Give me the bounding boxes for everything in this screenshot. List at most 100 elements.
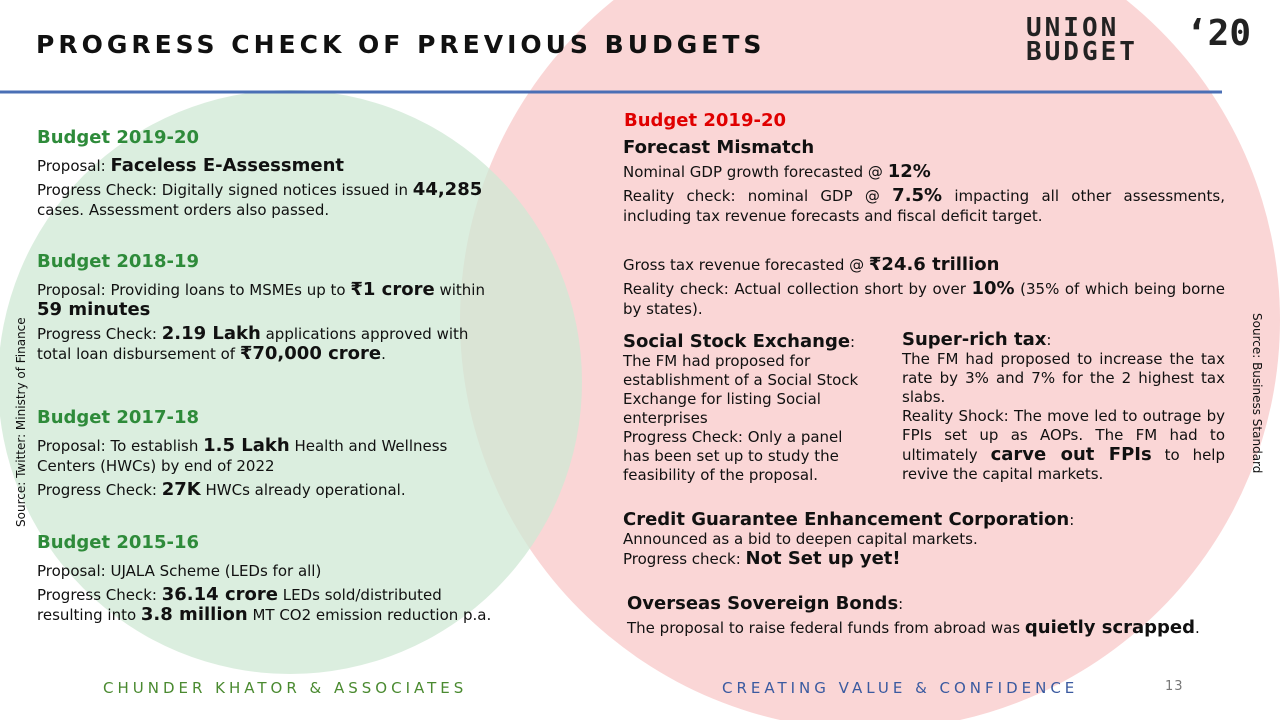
paragraph: The proposal to raise federal funds from… [627, 618, 1227, 638]
text-run: 1.5 Lakh [203, 435, 290, 456]
text-run: Nominal GDP growth forecasted @ [623, 163, 888, 181]
paragraph: Progress Check: 2.19 Lakh applications a… [37, 324, 492, 364]
paragraph: The FM had proposed to increase the tax … [902, 350, 1225, 407]
text-run: Progress Check: [37, 586, 162, 604]
text-run: Proposal: Providing loans to MSMEs up to [37, 281, 351, 299]
text-run: Proposal: [37, 157, 111, 175]
footer-left: CHUNDER KHATOR & ASSOCIATES [103, 679, 468, 697]
text-run: 27K [161, 479, 201, 500]
paragraph: Progress Check: 36.14 crore LEDs sold/di… [37, 585, 492, 625]
paragraph: Reality check: nominal GDP @ 7.5% impact… [623, 186, 1225, 226]
text-run: to help revive the capital markets. [902, 446, 1226, 483]
text-run: Not Set up yet! [745, 548, 901, 569]
text-run: The FM had proposed for establishment of… [623, 352, 859, 427]
text-run: 10% [971, 278, 1015, 299]
text-run: MT CO2 emission reduction p.a. [247, 606, 492, 624]
budget-section: Budget 2018-19 Proposal: Providing loans … [37, 252, 492, 368]
source: Source: Business Standard [1250, 313, 1264, 474]
paragraph: Proposal: To establish 1.5 Lakh Health a… [37, 436, 492, 476]
text-run: impacting all other assessments, includi… [623, 187, 1225, 225]
logo-text: BUDGET [1026, 37, 1138, 67]
text-run: Proposal: To establish [37, 437, 204, 455]
text-run: (35% of which being borne by states). [623, 280, 1225, 318]
text-run: : [850, 333, 856, 351]
text-run: HWCs already operational. [200, 481, 406, 499]
text-run: Reality check: nominal GDP @ [623, 187, 893, 205]
right-block: Social Stock Exchange: The FM had propose… [623, 332, 873, 485]
section-heading: Budget 2018-19 [37, 251, 199, 272]
text-run: 3.8 million [140, 604, 248, 625]
paragraph: Reality Shock: The move led to outrage b… [902, 407, 1225, 484]
section-heading: Budget 2019-20 [37, 127, 199, 148]
text-run: 36.14 crore [161, 584, 278, 605]
text-run: ₹1 crore [350, 279, 435, 300]
text-run: 12% [887, 161, 931, 182]
text-run: cases. Assessment orders also passed. [37, 201, 330, 219]
right-block: Credit Guarantee Enhancement Corporation… [623, 510, 1225, 569]
text-run: within [434, 281, 485, 299]
paragraph: Progress Check: Only a panel has been se… [623, 428, 873, 485]
logo: UNION BUDGET ‘20 [1026, 13, 1266, 76]
text-run: Gross tax revenue forecasted @ [623, 256, 869, 274]
text-run: Health and Wellness Centers (HWCs) by en… [37, 437, 448, 475]
text-run: quietly scrapped [1024, 617, 1196, 638]
text-run: Progress check: [623, 550, 746, 568]
paragraph: Announced as a bid to deepen capital mar… [623, 530, 1225, 549]
text-run: Progress Check: Only a panel has been se… [623, 428, 843, 484]
text-run: Forecast Mismatch [623, 137, 815, 158]
text-run: : [1046, 331, 1052, 349]
paragraph: Social Stock Exchange: [623, 332, 873, 352]
text-run: 44,285 [412, 179, 483, 200]
paragraph: Super-rich tax: [902, 330, 1225, 350]
text-run: Credit Guarantee Enhancement Corporation [623, 509, 1070, 530]
footer-right: CREATING VALUE & CONFIDENCE [722, 679, 1079, 697]
right-block: Forecast Mismatch Nominal GDP growth fore… [623, 138, 1225, 230]
paragraph: Reality check: Actual collection short b… [623, 279, 1225, 319]
section-heading: Budget 2017-18 [37, 407, 199, 428]
text-run: Reality check: Actual collection short b… [623, 280, 972, 298]
right-block: Super-rich tax: The FM had proposed to in… [902, 330, 1225, 484]
text-run: : [1069, 511, 1075, 529]
right-block: Gross tax revenue forecasted @ ₹24.6 tri… [623, 255, 1225, 323]
paragraph: Gross tax revenue forecasted @ ₹24.6 tri… [623, 255, 1225, 275]
text-run: Progress Check: [37, 325, 162, 343]
year-heading: Budget 2019-20 [624, 110, 786, 131]
paragraph: Proposal: UJALA Scheme (LEDs for all) [37, 561, 492, 581]
paragraph: Proposal: Providing loans to MSMEs up to… [37, 280, 492, 320]
paragraph: The FM had proposed for establishment of… [623, 352, 873, 428]
text-run: Progress Check: Digitally signed notices… [37, 181, 413, 199]
text-run: LEDs sold/distributed resulting into [37, 586, 442, 624]
green-circle [0, 90, 582, 674]
text-run: Progress Check: [37, 481, 162, 499]
page-number: 13 [1165, 679, 1184, 694]
logo-text: UNION [1026, 13, 1120, 43]
paragraph: Progress Check: Digitally signed notices… [37, 180, 492, 220]
text-run: 2.19 Lakh [161, 323, 261, 344]
text-run: . [1195, 619, 1200, 637]
text-run: : [898, 595, 904, 613]
text-run: The proposal to raise federal funds from… [627, 619, 1025, 637]
paragraph: Credit Guarantee Enhancement Corporation… [623, 510, 1225, 530]
text-run: 59 minutes [37, 299, 151, 320]
text-run: Super-rich tax [902, 329, 1047, 350]
title: PROGRESS CHECK OF PREVIOUS BUDGETS [36, 30, 766, 59]
right-block: Overseas Sovereign Bonds: The proposal to… [627, 594, 1227, 642]
text-run: Faceless E-Assessment [110, 155, 344, 176]
text-run: Announced as a bid to deepen capital mar… [623, 530, 978, 548]
budget-section: Budget 2019-20 Proposal: Faceless E-Asses… [37, 128, 492, 224]
budget-section: Budget 2015-16 Proposal: UJALA Scheme (LE… [37, 533, 492, 629]
paragraph: Progress check: Not Set up yet! [623, 549, 1225, 569]
text-run: carve out FPIs [990, 444, 1152, 465]
logo-year: ‘20 [1186, 13, 1252, 54]
text-run: Reality Shock: The move led to outrage b… [902, 407, 1225, 464]
text-run: The FM had proposed to increase the tax … [902, 350, 1225, 406]
text-run: Social Stock Exchange [623, 331, 851, 352]
text-run: ₹24.6 trillion [868, 254, 1000, 275]
text-run: ₹70,000 crore [239, 343, 382, 364]
paragraph: Proposal: Faceless E-Assessment [37, 156, 492, 176]
text-run: Overseas Sovereign Bonds [627, 593, 899, 614]
paragraph: Overseas Sovereign Bonds: [627, 594, 1227, 614]
text-run: . [381, 345, 386, 363]
